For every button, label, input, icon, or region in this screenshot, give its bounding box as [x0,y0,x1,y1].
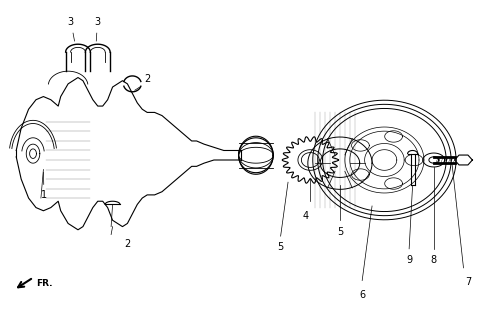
Text: 1: 1 [41,172,47,200]
Text: 5: 5 [277,243,284,252]
Text: 4: 4 [302,211,309,221]
Text: 6: 6 [359,290,365,300]
Text: 2: 2 [124,239,131,249]
Text: 7: 7 [465,277,472,287]
Text: 2: 2 [144,74,150,84]
Text: 3: 3 [95,17,101,27]
Text: 9: 9 [406,255,412,265]
Text: FR.: FR. [36,279,53,288]
Text: 8: 8 [431,255,437,265]
Text: 3: 3 [68,17,74,27]
Text: 5: 5 [337,227,343,236]
